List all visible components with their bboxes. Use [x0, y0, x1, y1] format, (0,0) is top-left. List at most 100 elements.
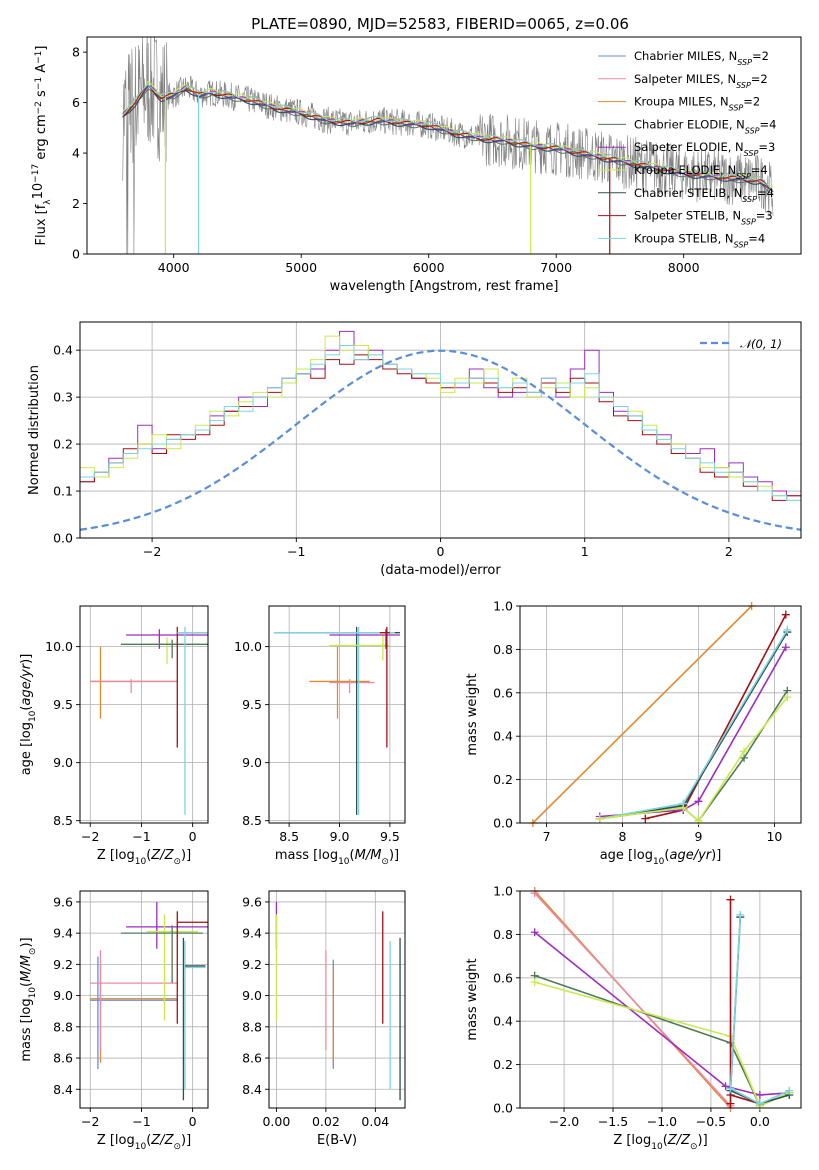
mass_weight_vs_Z-marker-7-0	[736, 910, 745, 919]
mass_weight_vs_Z-marker-2-0	[530, 928, 539, 937]
mass_vs_Z-xtick-label-1: −1	[132, 1114, 150, 1129]
age_vs_Z-xlabel-part-1: 10	[135, 857, 147, 867]
age_vs_Z-ylabel: age [log10(age/yr)]	[19, 654, 38, 776]
residuals-histogram-3	[80, 345, 801, 506]
mass_vs_Z-ylabel: mass [log10(M/M⊙)]	[19, 937, 38, 1061]
spectrum-ylabel-part-4: erg cm	[34, 114, 49, 163]
mass_weight_vs_age-ytick-label-3: 0.6	[493, 685, 513, 700]
spectrum-legend-entry-8: Kroupa STELIB, NSSP=4	[634, 231, 765, 249]
residuals-xtick-label-3: 1	[581, 544, 589, 559]
age_vs_Z-ylabel-part-1: 10	[28, 710, 38, 722]
spectrum-legend-entry-value-8: =4	[748, 231, 765, 245]
spectrum-legend-entry-sub-6: SSP	[742, 194, 757, 203]
spectrum-legend-entry-2: Kroupa MILES, NSSP=2	[634, 95, 760, 113]
age_vs_mass-xtick-label-2: 9.5	[380, 829, 400, 844]
mass_weight_vs_Z-series-1	[534, 892, 732, 1107]
spectrum-xtick-label-0: 4000	[158, 260, 190, 275]
mass_vs_Z-xtick-label-0: −2	[81, 1114, 99, 1129]
age_vs_mass-xlabel-part-4: ⊙	[381, 857, 389, 867]
spectrum-ylabel-part-3: −17	[31, 164, 41, 183]
mass_weight_vs_Z-xlabel-part-5: )]	[698, 1133, 708, 1148]
age_vs_Z-xlabel-part-4: ⊙	[173, 857, 181, 867]
residuals-ytick-label-0: 0.0	[53, 531, 73, 546]
mass_vs_Z-ytick-label-1: 8.6	[53, 1051, 73, 1066]
age_vs_Z-ylabel-part-0: age [log	[19, 722, 34, 775]
spectrum-frame	[86, 36, 802, 255]
mass_weight_vs_age-series-1	[645, 614, 787, 820]
mass_weight_vs_age-ylabel: mass weight	[465, 673, 480, 755]
mass_weight_vs_Z-xlabel-part-0: Z [log	[613, 1133, 651, 1148]
spectrum-ytick-label-4: 8	[72, 45, 80, 60]
mass_weight_vs_Z-marker-7-2	[755, 1099, 764, 1108]
mass_weight_vs_Z-xtick-label-0: −2.0	[549, 1114, 579, 1129]
residuals-xtick-label-0: −2	[143, 544, 161, 559]
spectrum-ytick-label-3: 6	[72, 95, 80, 110]
age_vs_mass-ytick-label-2: 9.5	[242, 697, 262, 712]
mass_weight_vs_age-xlabel-part-4: )]	[711, 848, 721, 863]
mass_vs_Z-ytick-label-3: 9.0	[53, 988, 73, 1003]
residuals-ytick-label-2: 0.2	[53, 437, 73, 452]
mass_weight_vs_age-marker-6-0	[595, 814, 604, 823]
mass_vs_Z-xlabel-part-1: 10	[135, 1142, 147, 1152]
mass_vs_Z-ytick-label-5: 9.4	[53, 926, 73, 941]
spectrum-xtick-label-1: 5000	[285, 260, 317, 275]
age_vs_Z-xlabel-part-2: (	[146, 848, 151, 863]
mass_weight_vs_age-xtick-label-0: 7	[543, 829, 551, 844]
residuals-legend-entry: 𝒩(0, 1)	[740, 337, 782, 351]
residuals-gaussian-curve	[80, 349, 801, 531]
spectrum-ylabel-part-5: −2	[34, 101, 44, 114]
residuals-xtick-label-1: −1	[287, 544, 305, 559]
mass_weight_vs_Z-marker-5-0	[726, 895, 735, 904]
figure-title: PLATE=0890, MJD=52583, FIBERID=0065, z=0…	[251, 15, 629, 33]
spectrum-ylabel-part-6: s	[34, 90, 49, 101]
age_vs_mass-xlabel-part-2: (	[350, 848, 355, 863]
spectrum-legend-entry-label-3: Chabrier ELODIE, N	[634, 117, 745, 131]
mass_weight_vs_age-ytick-label-5: 1.0	[493, 599, 513, 614]
spectrum-legend-entry-3: Chabrier ELODIE, NSSP=4	[634, 117, 776, 135]
spectrum-legend-entry-label-2: Kroupa MILES, N	[634, 95, 729, 109]
residuals-axes: −2 −1 0 1 2 0.0 0.1 0.2 0.3 0.4	[53, 322, 801, 559]
mass_weight_vs_Z-ytick-label-2: 0.4	[493, 1014, 513, 1029]
age_vs_Z-xlabel-part-5: )]	[181, 848, 191, 863]
mass_vs_Z-ylabel-part-0: mass [log	[19, 998, 34, 1061]
mass_weight_vs_age-marker-2-2	[694, 797, 703, 806]
spectrum-ylabel-part-0: Flux [f	[34, 204, 49, 245]
mass_weight_vs_Z-series-7	[729, 914, 790, 1105]
spectrum-model-line-5	[122, 80, 774, 188]
age_vs_mass-frame	[268, 605, 406, 824]
mass_weight_vs_age-xlabel: age [log10(age/yr)]	[600, 848, 722, 867]
residuals-xlabel: (data-model)/error	[380, 563, 501, 578]
mass_weight_vs_Z-xlabel-part-2: (	[663, 1133, 668, 1148]
age_vs_Z-ytick-label-2: 9.5	[53, 697, 73, 712]
mass_weight_vs_Z-marker-5-1	[726, 1099, 735, 1108]
mass_weight_vs_age-ytick-label-1: 0.2	[493, 772, 513, 787]
spectrum-legend-entry-value-5: =4	[751, 163, 768, 177]
age_vs_Z-xtick-label-2: 0	[189, 829, 197, 844]
mass_weight_vs_age-xlabel-part-1: 10	[653, 857, 665, 867]
mass_weight_vs_age-marker-2-3	[781, 643, 790, 652]
spectrum-ytick-label-2: 4	[72, 146, 80, 161]
mass_weight_vs_age-xtick-label-2: 9	[694, 829, 702, 844]
spectrum-legend-entry-value-4: =3	[758, 140, 775, 154]
mass_weight_vs_Z-marker-2-2	[755, 1090, 764, 1099]
mass_weight_vs_Z-ytick-label-1: 0.2	[493, 1057, 513, 1072]
spectrum-legend-entry-value-6: =4	[757, 186, 774, 200]
mass_weight_vs_Z-ytick-label-0: 0.0	[493, 1101, 513, 1116]
age_vs_mass-xtick-label-0: 8.5	[279, 829, 299, 844]
mass_vs_ebv-ytick-label-3: 9.0	[242, 988, 262, 1003]
residuals-ytick-label-4: 0.4	[53, 343, 73, 358]
spectrum-ylabel-part-7: −1	[34, 77, 44, 90]
mass_vs_Z-ytick-label-4: 9.2	[53, 957, 73, 972]
mass_weight_vs_Z-xtick-label-4: 0.0	[750, 1114, 770, 1129]
mass_vs_ebv-xtick-label-0: 0.00	[262, 1114, 290, 1129]
spectrum-legend-entry-7: Salpeter STELIB, NSSP=3	[634, 209, 773, 227]
spectrum-xtick-label-2: 6000	[413, 260, 445, 275]
mass_vs_ebv-xtick-label-2: 0.04	[361, 1114, 389, 1129]
spectrum-legend-entry-value-3: =4	[760, 117, 777, 131]
spectrum-legend-entry-sub-4: SSP	[744, 149, 759, 158]
mass_vs_ebv-frame	[268, 890, 406, 1109]
residuals-ytick-label-3: 0.3	[53, 390, 73, 405]
spectrum-legend-entry-sub-5: SSP	[736, 172, 751, 181]
spectrum-legend-entry-label-8: Kroupa STELIB, N	[634, 231, 734, 245]
mass_vs_ebv-ytick-label-6: 9.6	[242, 894, 262, 909]
